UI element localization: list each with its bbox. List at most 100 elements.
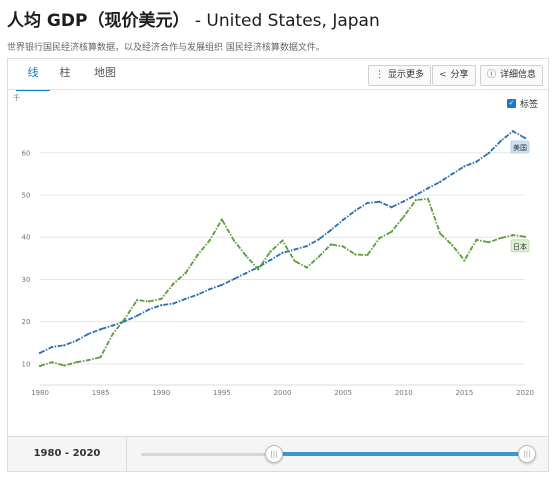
data-point <box>402 215 405 218</box>
range-sep: - <box>61 448 73 459</box>
y-unit-label: 千 <box>13 93 20 102</box>
range-start: 1980 <box>33 448 62 459</box>
data-point <box>293 259 296 262</box>
data-point <box>257 268 260 271</box>
data-point <box>426 197 430 200</box>
line-chart: 千 10 20 30 40 50 60 1980 1985 1990 1995 2000 2005 201… <box>13 93 534 397</box>
data-point <box>487 241 490 244</box>
x-tick-label: 2015 <box>455 389 473 397</box>
data-point <box>378 236 381 240</box>
x-tick-label: 1980 <box>31 389 49 397</box>
data-point <box>51 361 54 364</box>
data-point <box>220 283 223 287</box>
data-point <box>208 239 211 242</box>
data-point <box>390 206 393 209</box>
data-point <box>196 253 199 257</box>
data-point <box>148 308 151 311</box>
data-point <box>184 297 187 300</box>
data-point <box>38 351 42 355</box>
series-end-label: 美国 <box>513 143 527 152</box>
chart-panel: 线 柱 地图 ⋮ 显示更多 < 分享 ⓘ 详细信息 ✓ 标签 千 10 20 30 40 50 6… <box>7 58 549 438</box>
data-point <box>499 139 502 143</box>
title-main: 人均 GDP（现价美元） <box>7 11 190 31</box>
share-button[interactable]: < 分享 <box>432 65 476 86</box>
data-point <box>63 344 66 347</box>
data-point <box>148 300 151 303</box>
data-point <box>172 282 175 285</box>
data-point <box>305 244 308 248</box>
info-icon: ⓘ <box>487 70 497 80</box>
more-vertical-icon: ⋮ <box>375 70 384 80</box>
data-point <box>487 152 490 155</box>
page-title: 人均 GDP（现价美元） - United States, Japan <box>7 6 380 31</box>
show-more-button[interactable]: ⋮ 显示更多 <box>368 65 432 86</box>
data-point <box>390 230 393 233</box>
data-point <box>293 248 296 251</box>
data-point <box>329 228 333 232</box>
x-tick-label: 2020 <box>516 389 534 397</box>
x-tick-label: 2010 <box>395 389 413 397</box>
data-point <box>317 255 320 258</box>
source-note: 世界银行国民经济核算数据，以及经济合作与发展组织 国民经济核算数据文件。 <box>7 43 325 53</box>
data-point <box>523 235 527 238</box>
range-bar: 1980 - 2020 ||| ||| <box>7 436 549 472</box>
data-point <box>245 272 248 275</box>
series-line-japan <box>39 197 526 367</box>
data-point <box>38 364 42 368</box>
series-end-label: 日本 <box>513 242 527 251</box>
data-point <box>475 160 478 163</box>
show-more-label: 显示更多 <box>388 70 425 80</box>
range-start-handle[interactable]: ||| <box>265 445 283 463</box>
data-point <box>196 293 199 296</box>
range-end: 2020 <box>72 448 101 459</box>
data-point <box>463 259 466 262</box>
data-point <box>523 136 527 140</box>
y-tick-label: 60 <box>22 149 31 157</box>
data-point <box>75 361 78 364</box>
tab-line[interactable]: 线 <box>16 59 50 91</box>
x-tick-label: 1985 <box>92 389 110 397</box>
data-point <box>342 245 345 248</box>
share-label: 分享 <box>450 70 469 80</box>
data-point <box>51 345 54 349</box>
details-button[interactable]: ⓘ 详细信息 <box>480 65 544 86</box>
year-range-label: 1980 - 2020 <box>8 437 127 471</box>
share-icon: < <box>439 70 447 80</box>
data-point <box>111 332 114 336</box>
data-point <box>414 198 417 202</box>
x-tick-label: 2000 <box>274 389 292 397</box>
data-point <box>172 302 175 305</box>
x-tick-label: 2005 <box>334 389 352 397</box>
data-point <box>414 193 417 197</box>
data-point <box>245 254 248 257</box>
data-point <box>75 339 78 342</box>
x-tick-label: 1990 <box>152 389 170 397</box>
data-point <box>451 172 454 175</box>
checkbox-checked-icon[interactable]: ✓ <box>506 99 516 108</box>
y-tick-label: 50 <box>22 192 31 200</box>
data-point <box>160 304 163 307</box>
tab-map[interactable]: 地图 <box>94 66 116 79</box>
data-point <box>378 200 381 203</box>
data-point <box>354 253 357 256</box>
data-point <box>475 238 478 241</box>
tab-bar[interactable]: 柱 <box>59 66 71 79</box>
data-point <box>511 234 514 237</box>
data-point <box>99 356 102 359</box>
data-point <box>135 299 139 302</box>
data-point <box>281 239 284 242</box>
data-point <box>184 272 187 275</box>
data-point <box>463 165 466 168</box>
labels-toggle[interactable]: ✓ 标签 <box>506 97 538 110</box>
data-point <box>402 200 405 203</box>
x-tick-label: 1995 <box>213 389 231 397</box>
data-point <box>281 251 284 254</box>
data-point <box>499 236 502 240</box>
data-point <box>366 201 369 205</box>
series-end-label-box <box>510 239 530 253</box>
y-tick-label: 20 <box>22 318 31 326</box>
labels-toggle-label: 标签 <box>519 100 538 110</box>
range-track-selected[interactable] <box>274 452 527 456</box>
range-end-handle[interactable]: ||| <box>518 445 536 463</box>
data-point <box>63 364 66 367</box>
